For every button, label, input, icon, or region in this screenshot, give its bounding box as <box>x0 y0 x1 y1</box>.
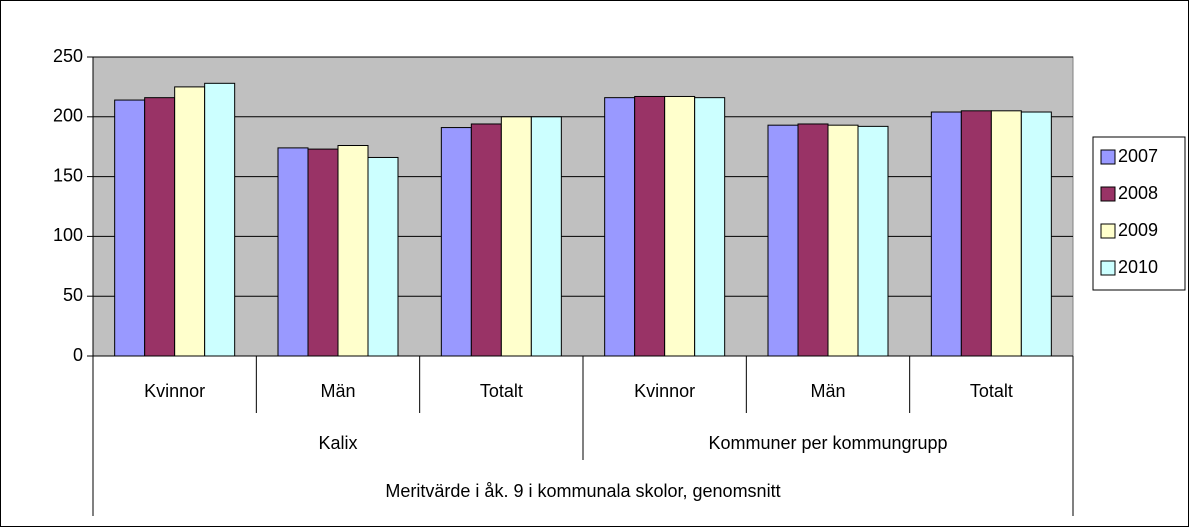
bar <box>930 111 962 357</box>
legend-swatch <box>1100 260 1116 276</box>
y-tick-label: 0 <box>73 345 83 365</box>
x-tick-label: Män <box>320 381 355 401</box>
bar <box>634 95 666 357</box>
y-tick-label: 200 <box>53 106 83 126</box>
x-tick-label: Totalt <box>480 381 523 401</box>
bar <box>367 156 399 357</box>
y-tick-label: 250 <box>53 46 83 66</box>
y-tick-label: 50 <box>63 285 83 305</box>
bar <box>144 97 176 357</box>
legend-swatch <box>1100 186 1116 202</box>
bar <box>604 97 636 357</box>
bar <box>114 99 146 357</box>
x-tick-label: Kvinnor <box>634 381 695 401</box>
x-tick-label: Män <box>810 381 845 401</box>
legend-label: 2007 <box>1118 146 1158 166</box>
bar <box>827 124 859 357</box>
x-axis-title: Meritvärde i åk. 9 i kommunala skolor, g… <box>385 481 780 501</box>
bar <box>857 125 889 357</box>
bar <box>337 145 369 357</box>
bar <box>277 147 309 357</box>
legend-swatch <box>1100 223 1116 239</box>
bar <box>470 123 502 357</box>
x-tick-label: Totalt <box>970 381 1013 401</box>
legend-label: 2008 <box>1118 183 1158 203</box>
bar <box>174 86 206 357</box>
bar <box>767 124 799 357</box>
legend-label: 2010 <box>1118 257 1158 277</box>
y-tick-label: 150 <box>53 165 83 185</box>
bar <box>664 95 696 357</box>
x-tick-label: Kvinnor <box>144 381 205 401</box>
plot-area <box>92 56 1074 357</box>
y-tick-label: 100 <box>53 225 83 245</box>
group-label: Kommuner per kommungrupp <box>708 433 947 453</box>
bar <box>500 116 532 357</box>
bar <box>990 110 1022 357</box>
legend-label: 2009 <box>1118 220 1158 240</box>
legend-swatch <box>1100 149 1116 165</box>
bar <box>440 127 472 357</box>
group-label: Kalix <box>318 433 357 453</box>
bar <box>1020 111 1052 357</box>
bar <box>797 123 829 357</box>
bar <box>307 148 339 357</box>
bar <box>960 110 992 357</box>
bar <box>530 116 562 357</box>
bar <box>204 82 236 357</box>
bar <box>694 97 726 357</box>
